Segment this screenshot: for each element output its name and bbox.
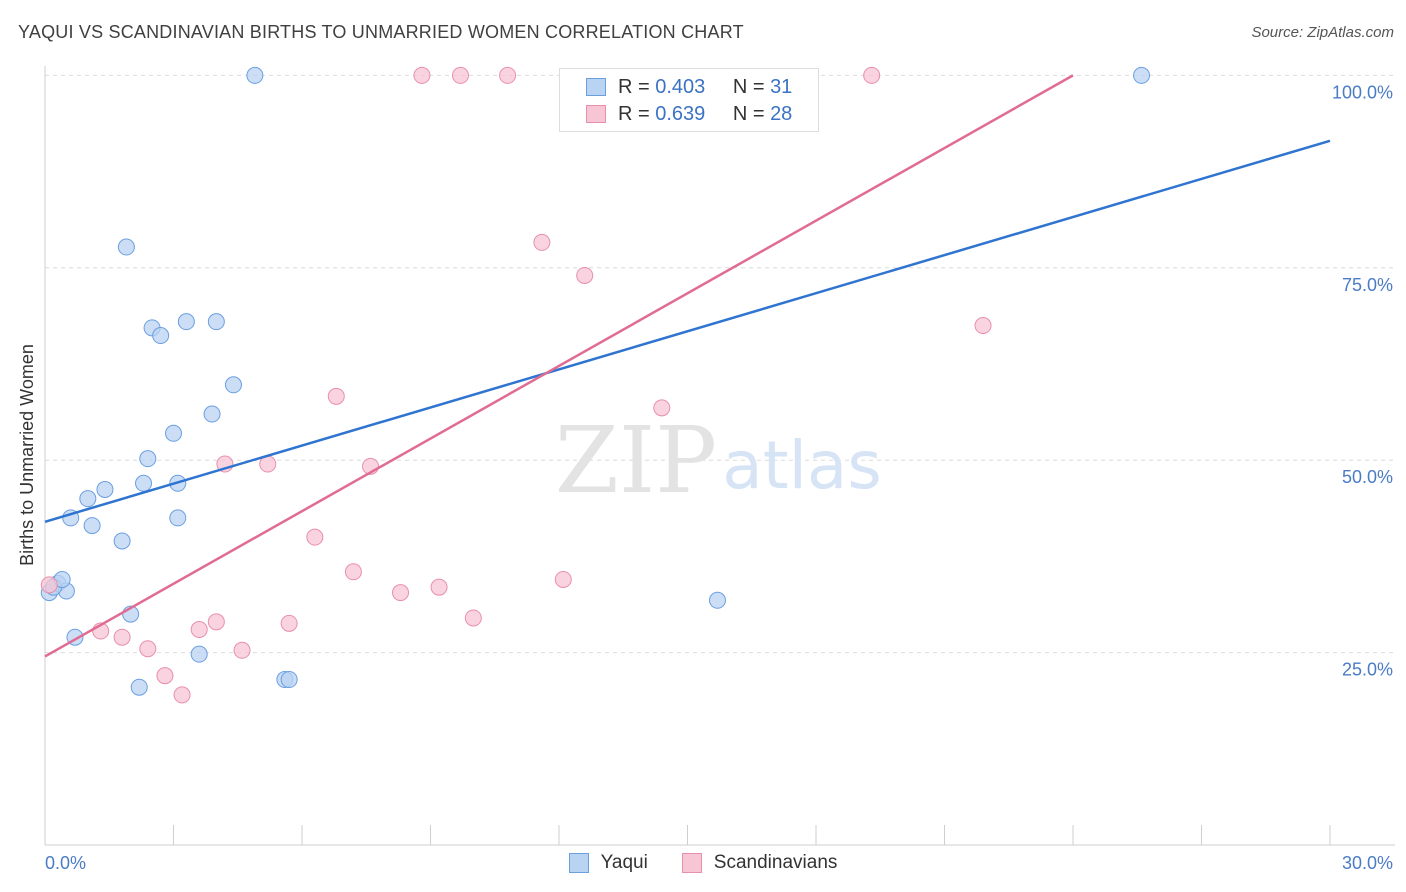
- data-point: [280, 671, 298, 689]
- y-tick-label: 75.0%: [1342, 275, 1393, 295]
- watermark-zip: ZIP: [555, 407, 717, 514]
- data-point: [139, 640, 157, 658]
- legend-r-label: R =: [618, 75, 650, 98]
- y-axis-title: Births to Unmarried Women: [17, 344, 37, 566]
- data-point: [392, 584, 410, 602]
- data-point: [40, 576, 58, 594]
- data-point: [156, 667, 174, 685]
- legend-r-value: 0.639: [655, 102, 706, 125]
- series-name-scandinavians: Scandinavians: [713, 852, 838, 873]
- data-point: [96, 480, 114, 498]
- series-name-yaqui: Yaqui: [600, 852, 648, 873]
- y-tick-label: 50.0%: [1342, 467, 1393, 487]
- correlation-legend: R = 0.403 N = 31 R = 0.639 N = 28: [559, 68, 819, 132]
- data-point: [83, 517, 101, 535]
- series-legend: Yaqui Scandinavians: [0, 852, 1406, 874]
- data-point: [203, 405, 221, 423]
- data-point: [464, 609, 482, 627]
- legend-swatch-scandinavians: [586, 105, 606, 123]
- data-point: [79, 490, 97, 508]
- data-point: [169, 509, 187, 527]
- data-point: [451, 66, 469, 84]
- legend-r-label: R =: [618, 102, 650, 125]
- data-point: [190, 645, 208, 663]
- data-point: [152, 327, 170, 345]
- data-point: [233, 641, 251, 659]
- legend-swatch-yaqui: [586, 78, 606, 96]
- y-tick-label: 25.0%: [1342, 660, 1393, 680]
- series-legend-yaqui[interactable]: Yaqui: [568, 852, 648, 874]
- gridlines: [45, 74, 1395, 654]
- y-tick-label: 100.0%: [1332, 82, 1393, 102]
- series-points-yaqui: [40, 66, 1151, 696]
- data-point: [246, 66, 264, 84]
- data-point: [173, 686, 191, 704]
- data-point: [344, 563, 362, 581]
- data-point: [177, 313, 195, 331]
- data-point: [974, 317, 992, 335]
- data-point: [1133, 66, 1151, 84]
- data-point: [653, 399, 671, 417]
- data-points: [40, 66, 1151, 704]
- data-point: [430, 578, 448, 596]
- axis-labels: 25.0% 50.0% 75.0% 100.0% 0.0% 30.0% Births to …: [17, 82, 1393, 873]
- series-points-scandinavians: [40, 66, 992, 704]
- series-swatch-scandinavians: [681, 853, 702, 873]
- x-tick-label-max: 30.0%: [1342, 853, 1393, 873]
- legend-n-value: 28: [770, 102, 793, 125]
- watermark-atlas: atlas: [722, 427, 882, 504]
- data-point: [327, 387, 345, 405]
- trend-line-yaqui: [44, 139, 1331, 523]
- data-point: [207, 313, 225, 331]
- legend-row-yaqui: R = 0.403 N = 31: [586, 74, 792, 100]
- legend-row-scandinavians: R = 0.639 N = 28: [586, 101, 792, 127]
- data-point: [139, 450, 157, 468]
- chart-title: YAQUI VS SCANDINAVIAN BIRTHS TO UNMARRIE…: [18, 22, 744, 42]
- data-point: [554, 570, 572, 588]
- data-point: [224, 376, 242, 394]
- data-point: [130, 678, 148, 696]
- data-point: [117, 238, 135, 256]
- trend-line-scandinavians: [44, 74, 1074, 658]
- legend-n-label: N =: [732, 75, 765, 98]
- data-point: [708, 591, 726, 609]
- legend-n-label: N =: [732, 102, 765, 125]
- data-point: [135, 474, 153, 492]
- series-swatch-yaqui: [568, 853, 589, 873]
- data-point: [280, 614, 298, 632]
- data-point: [576, 266, 594, 284]
- data-point: [306, 528, 324, 546]
- data-point: [533, 233, 551, 251]
- data-point: [113, 532, 131, 550]
- data-point: [499, 66, 517, 84]
- series-legend-scandinavians[interactable]: Scandinavians: [681, 852, 838, 874]
- legend-n-value: 31: [770, 75, 793, 98]
- x-tick-label-min: 0.0%: [45, 853, 86, 873]
- axes: [44, 66, 1395, 846]
- data-point: [190, 621, 208, 639]
- legend-r-value: 0.403: [655, 75, 706, 98]
- source-credit: Source: ZipAtlas.com: [1251, 24, 1394, 41]
- trend-lines: [44, 74, 1331, 658]
- data-point: [863, 66, 881, 84]
- data-point: [413, 66, 431, 84]
- watermark: ZIP atlas: [555, 407, 882, 514]
- data-point: [113, 628, 131, 646]
- data-point: [165, 424, 182, 442]
- data-point: [207, 613, 225, 631]
